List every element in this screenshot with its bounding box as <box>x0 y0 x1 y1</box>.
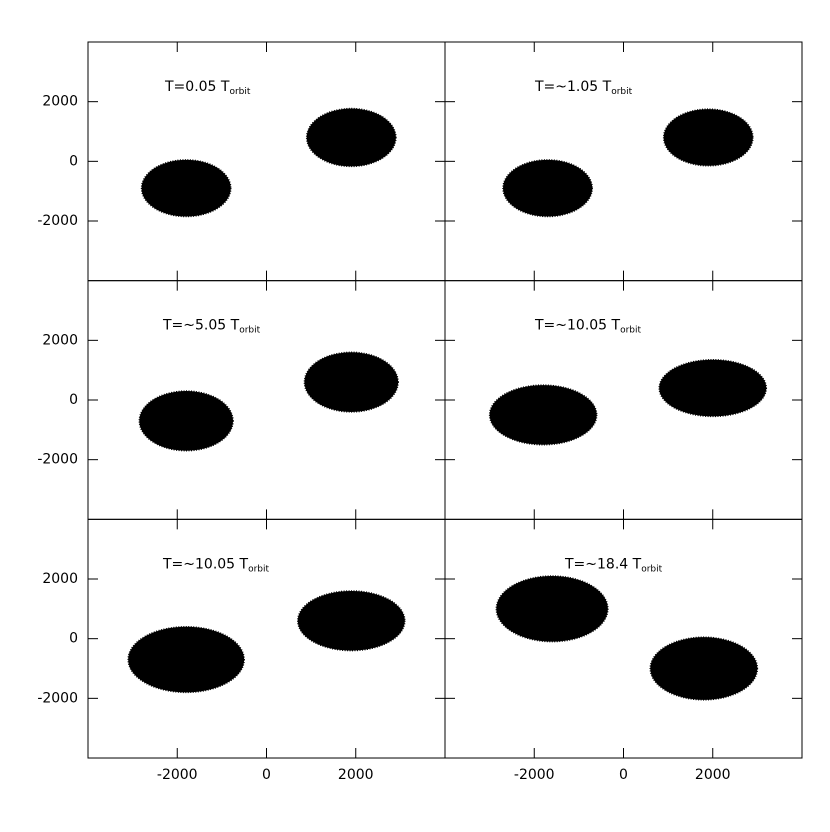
panel-title: T=~1.05 Torbit <box>534 79 633 97</box>
y-tick-label: 0 <box>69 153 78 169</box>
particle-blob <box>305 107 397 168</box>
x-tick-label: -2000 <box>157 767 198 783</box>
y-tick-label: 2000 <box>42 94 78 110</box>
panel-frame <box>87 280 446 520</box>
title-subscript: orbit <box>239 325 260 335</box>
panel-title: T=~10.05 Torbit <box>162 556 270 574</box>
particle-blob <box>303 351 399 413</box>
title-subscript: orbit <box>611 87 632 97</box>
y-tick-label: -2000 <box>37 452 78 468</box>
panel-title: T=0.05 Torbit <box>164 79 251 97</box>
panel-title: T=~18.4 Torbit <box>564 556 663 574</box>
panel-title: T=~10.05 Torbit <box>534 318 642 336</box>
particle-blob <box>296 590 406 652</box>
particle-blob <box>662 108 754 167</box>
title-text: T=0.05 T <box>164 79 230 95</box>
x-tick-label: 2000 <box>338 767 374 783</box>
particle-blob <box>502 159 594 218</box>
panel-frame <box>444 518 803 759</box>
title-text: T=~1.05 T <box>534 79 612 95</box>
panel-frame <box>444 41 803 282</box>
y-tick-label: 0 <box>69 392 78 408</box>
y-tick-label: 0 <box>69 631 78 647</box>
particle-blob <box>495 575 609 643</box>
title-text: T=~10.05 T <box>162 556 249 572</box>
title-text: T=~5.05 T <box>162 318 240 334</box>
x-tick-label: 0 <box>262 767 271 783</box>
particle-blob <box>127 625 245 694</box>
title-subscript: orbit <box>248 564 269 574</box>
x-tick-label: 0 <box>619 767 628 783</box>
x-tick-label: -2000 <box>514 767 555 783</box>
particle-blob <box>658 358 768 418</box>
title-subscript: orbit <box>641 564 662 574</box>
y-tick-label: 2000 <box>42 332 78 348</box>
particle-blob <box>138 390 234 452</box>
particle-blob <box>488 384 598 446</box>
y-tick-label: 2000 <box>42 571 78 587</box>
x-tick-label: 2000 <box>695 767 731 783</box>
title-text: T=~10.05 T <box>534 318 621 334</box>
panel-frame <box>87 41 446 282</box>
title-subscript: orbit <box>229 87 250 97</box>
panel-title: T=~5.05 Torbit <box>162 318 261 336</box>
y-tick-label: -2000 <box>37 690 78 706</box>
title-text: T=~18.4 T <box>564 556 642 572</box>
particle-blob <box>140 159 232 218</box>
particle-blob <box>649 636 759 701</box>
title-subscript: orbit <box>620 325 641 335</box>
y-tick-label: -2000 <box>37 213 78 229</box>
